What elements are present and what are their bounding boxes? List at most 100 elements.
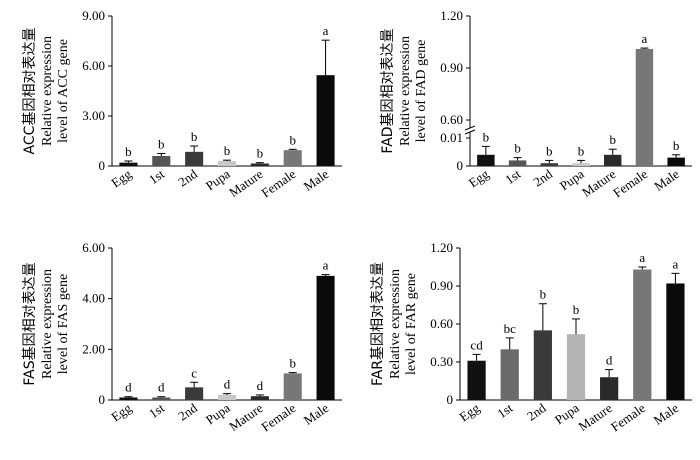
y-tick-label: 1.20 (430, 240, 453, 255)
significance-letter: b (573, 302, 580, 317)
chart-panel-far: 00.300.600.901.20cdEggbc1stb2ndbPupadMat… (369, 240, 692, 434)
category-label: Female (258, 400, 298, 434)
bar-male (667, 157, 685, 166)
y-axis-title-cn: FAD基因相对表达量 (379, 28, 396, 153)
y-axis-title-line: level of FAD gene (414, 40, 429, 143)
y-tick-label: 0.01 (440, 130, 463, 145)
significance-letter: b (578, 143, 585, 158)
y-axis-title-line: level of FAR gene (404, 273, 419, 375)
category-label: Female (608, 400, 648, 434)
y-axis-title-line: level of FAS gene (56, 274, 71, 374)
bar-egg (477, 154, 495, 166)
y-tick-label: 9.00 (82, 8, 105, 23)
bar-male (316, 275, 335, 400)
significance-letter: b (191, 129, 198, 144)
significance-letter: cd (470, 337, 483, 352)
significance-letter: b (289, 356, 296, 371)
category-label: Male (301, 166, 332, 194)
category-label: Mature (226, 166, 266, 200)
significance-letter: b (483, 129, 490, 144)
significance-letter: d (158, 380, 165, 395)
chart-panel-fad: 00.010.600.901.20bEggb1stb2ndbPupabMatur… (379, 8, 692, 200)
significance-letter: b (158, 137, 165, 152)
significance-letter: b (224, 143, 231, 158)
y-tick-label: 0 (457, 158, 464, 173)
y-tick-label: 0.60 (430, 316, 453, 331)
category-label: Male (651, 400, 682, 428)
y-tick-label: 6.00 (82, 58, 105, 73)
bar-egg (119, 162, 138, 166)
category-label: Mature (579, 166, 619, 200)
significance-letter: c (191, 365, 197, 380)
y-axis-title-line: Relative expression (40, 36, 55, 146)
y-tick-label: 0.60 (440, 112, 463, 127)
bar-pupa (566, 334, 586, 400)
bar-female (633, 269, 652, 400)
significance-letter: d (257, 378, 264, 393)
category-label: Mature (576, 400, 616, 434)
y-tick-label: 4.00 (82, 291, 105, 306)
bar-pupa (572, 163, 590, 166)
axis-break-mark (464, 125, 476, 131)
significance-letter: a (323, 23, 329, 38)
significance-letter: d (224, 377, 231, 392)
significance-letter: a (639, 250, 645, 265)
y-axis-title-line: Relative expression (398, 36, 413, 146)
significance-letter: b (673, 138, 680, 153)
bar-1st (152, 397, 171, 400)
y-tick-label: 0.90 (430, 278, 453, 293)
category-label: Egg (466, 166, 492, 191)
category-label: Egg (108, 400, 134, 425)
category-label: 2nd (530, 166, 555, 190)
category-label: Female (258, 166, 298, 200)
category-label: 1st (146, 166, 167, 187)
bar-2nd (540, 163, 559, 166)
bar-1st (508, 160, 527, 166)
significance-letter: a (642, 31, 648, 46)
bar-1st (500, 349, 519, 400)
bar-pupa (217, 161, 237, 166)
bar-female (635, 48, 654, 166)
bar-mature (603, 154, 622, 166)
category-label: 2nd (175, 166, 200, 190)
category-label: Egg (108, 166, 134, 191)
category-label: 2nd (524, 400, 549, 424)
category-label: Mature (226, 400, 266, 434)
bar-mature (250, 163, 269, 166)
significance-letter: b (546, 143, 553, 158)
category-label: 2nd (175, 400, 200, 424)
category-label: 1st (494, 400, 515, 421)
y-axis-title-cn: FAR基因相对表达量 (369, 262, 386, 386)
significance-letter: b (514, 141, 521, 156)
category-label: Female (610, 166, 650, 200)
bar-egg (467, 360, 486, 400)
bar-mature (250, 396, 269, 400)
y-axis-title-line: Relative expression (40, 269, 55, 379)
axis-break-mark (464, 129, 476, 135)
significance-letter: d (125, 380, 132, 395)
category-label: Male (651, 166, 682, 194)
y-tick-label: 0.30 (430, 354, 453, 369)
y-tick-label: 3.00 (82, 108, 105, 123)
significance-letter: bc (504, 321, 517, 336)
y-axis-title-line: level of ACC gene (56, 39, 71, 143)
category-label: Male (301, 400, 332, 428)
chart-panel-acc: 03.006.009.00bEggb1stb2ndbPupabMaturebFe… (21, 8, 342, 200)
bar-2nd (533, 330, 552, 400)
bar-female (283, 373, 302, 400)
y-axis-title-line: Relative expression (388, 269, 403, 379)
significance-letter: a (323, 258, 329, 273)
bar-1st (152, 156, 171, 166)
category-label: 1st (146, 400, 167, 421)
y-axis-title-cn: ACC基因相对表达量 (21, 28, 38, 155)
significance-letter: b (125, 144, 132, 159)
bar-male (666, 283, 685, 400)
y-tick-label: 0 (447, 392, 454, 407)
category-label: 1st (502, 166, 523, 187)
significance-letter: b (289, 132, 296, 147)
y-tick-label: 1.20 (440, 8, 463, 23)
category-label: Egg (457, 400, 483, 425)
significance-letter: a (673, 256, 679, 271)
y-tick-label: 6.00 (82, 240, 105, 255)
